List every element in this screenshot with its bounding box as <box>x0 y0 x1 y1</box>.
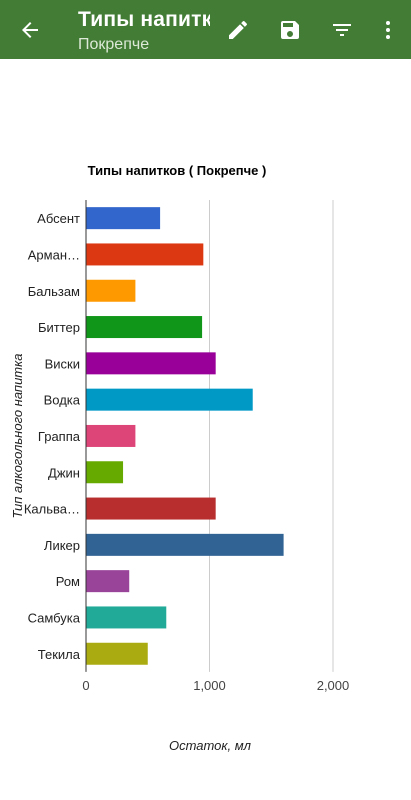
bar[interactable] <box>86 642 148 665</box>
bar[interactable] <box>86 316 203 339</box>
more-vert-icon <box>386 20 390 39</box>
bar[interactable] <box>86 606 167 629</box>
edit-button[interactable] <box>218 0 258 59</box>
page-subtitle: Покрепче <box>78 36 150 53</box>
back-button[interactable] <box>8 0 52 59</box>
bar[interactable] <box>86 497 216 520</box>
filter-icon <box>333 23 351 36</box>
category-label: Биттер <box>38 320 80 335</box>
category-label: Кальва… <box>24 502 80 517</box>
bar[interactable] <box>86 279 136 302</box>
category-label: Арман… <box>28 247 80 262</box>
y-axis-label: Тип алкогольного напитка <box>10 354 25 519</box>
arrow-back-icon <box>22 21 38 38</box>
save-button[interactable] <box>270 0 310 59</box>
bar[interactable] <box>86 570 130 593</box>
filter-button[interactable] <box>322 0 362 59</box>
pencil-icon <box>229 20 248 39</box>
category-label: Текила <box>38 647 81 662</box>
bar[interactable] <box>86 352 216 375</box>
category-label: Джин <box>48 465 80 480</box>
bar[interactable] <box>86 424 136 447</box>
x-tick-label: 1,000 <box>193 678 226 693</box>
chart-title: Типы напитков ( Покрепче ) <box>88 163 267 178</box>
category-label: Виски <box>45 356 80 371</box>
bar[interactable] <box>86 461 124 484</box>
category-label: Ликер <box>44 538 80 553</box>
category-label: Граппа <box>38 429 81 444</box>
x-tick-label: 2,000 <box>317 678 350 693</box>
app-bar: Типы напитков Покрепче <box>0 0 411 59</box>
bar[interactable] <box>86 243 204 266</box>
floppy-disk-icon <box>281 20 299 39</box>
category-label: Водка <box>44 393 81 408</box>
page-title: Типы напитков <box>78 8 210 31</box>
category-label: Самбука <box>28 610 81 625</box>
more-options-button[interactable] <box>368 0 408 59</box>
bar[interactable] <box>86 388 253 411</box>
x-tick-label: 0 <box>82 678 89 693</box>
bar-chart: Типы напитков ( Покрепче ) Абсент Арман… Б… <box>10 163 350 753</box>
category-label: Бальзам <box>28 284 80 299</box>
category-label: Абсент <box>37 211 80 226</box>
bar[interactable] <box>86 533 284 556</box>
x-axis-label: Остаток, мл <box>169 738 252 753</box>
category-label: Ром <box>56 574 80 589</box>
bar[interactable] <box>86 207 161 230</box>
